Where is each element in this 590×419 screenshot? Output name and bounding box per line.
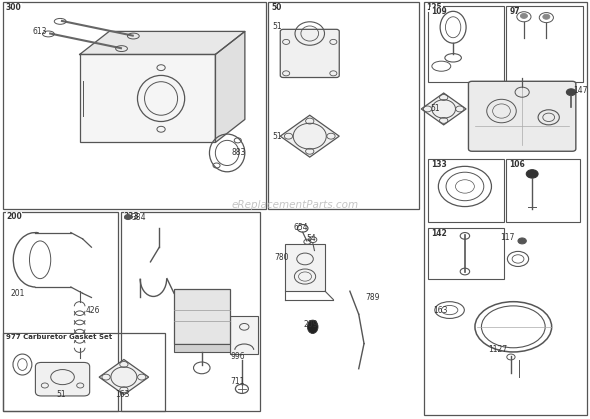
Bar xyxy=(80,54,215,142)
Text: 51: 51 xyxy=(273,22,282,31)
Text: 117: 117 xyxy=(500,233,514,242)
Bar xyxy=(121,212,260,411)
Text: eReplacementParts.com: eReplacementParts.com xyxy=(231,200,359,210)
Text: 54: 54 xyxy=(306,234,316,243)
Text: 97: 97 xyxy=(509,7,520,16)
Polygon shape xyxy=(99,360,149,395)
Bar xyxy=(428,159,504,222)
Text: 1127: 1127 xyxy=(489,345,507,354)
Ellipse shape xyxy=(518,238,526,244)
Text: 109: 109 xyxy=(431,7,447,16)
Text: 426: 426 xyxy=(86,305,100,315)
Bar xyxy=(268,2,419,210)
Ellipse shape xyxy=(520,13,527,18)
Bar xyxy=(424,2,587,415)
Text: 50: 50 xyxy=(271,3,282,12)
Bar xyxy=(230,316,258,354)
Polygon shape xyxy=(215,31,245,142)
Bar xyxy=(174,289,230,344)
Text: 133: 133 xyxy=(431,160,447,169)
Text: 333: 333 xyxy=(124,212,140,221)
Ellipse shape xyxy=(307,320,318,334)
Bar xyxy=(3,212,118,411)
Text: 51: 51 xyxy=(431,103,440,113)
Text: 789: 789 xyxy=(366,293,381,302)
Text: 780: 780 xyxy=(274,253,289,262)
Text: 300: 300 xyxy=(6,3,22,12)
Polygon shape xyxy=(421,93,466,125)
Bar xyxy=(428,228,504,279)
Bar xyxy=(174,344,230,352)
FancyBboxPatch shape xyxy=(35,362,90,396)
Ellipse shape xyxy=(124,215,132,220)
Text: 711: 711 xyxy=(230,377,244,386)
Text: 142: 142 xyxy=(431,229,447,238)
Polygon shape xyxy=(280,115,339,157)
Bar xyxy=(506,159,580,222)
Text: 163: 163 xyxy=(115,390,130,399)
Text: 883: 883 xyxy=(232,147,246,157)
Text: 147: 147 xyxy=(573,85,588,95)
Text: 996: 996 xyxy=(230,352,245,362)
Text: 200: 200 xyxy=(6,212,22,221)
Ellipse shape xyxy=(543,14,550,19)
Bar xyxy=(428,6,504,82)
Text: 201: 201 xyxy=(11,289,25,298)
Text: 51: 51 xyxy=(56,390,65,399)
Bar xyxy=(3,2,266,210)
FancyBboxPatch shape xyxy=(280,29,339,78)
Text: 654: 654 xyxy=(294,222,309,232)
Text: 163: 163 xyxy=(434,306,448,316)
Bar xyxy=(285,244,325,291)
Bar xyxy=(506,6,583,82)
Text: 977 Carburetor Gasket Set: 977 Carburetor Gasket Set xyxy=(6,334,112,340)
Text: 106: 106 xyxy=(509,160,525,169)
Ellipse shape xyxy=(526,170,538,178)
Text: 334: 334 xyxy=(131,212,146,222)
Text: 125: 125 xyxy=(427,3,442,12)
Bar xyxy=(428,86,581,101)
Polygon shape xyxy=(80,31,245,54)
Text: 613: 613 xyxy=(32,27,47,36)
Ellipse shape xyxy=(566,89,576,96)
Text: 51: 51 xyxy=(273,132,282,141)
Text: 209: 209 xyxy=(304,320,319,329)
FancyBboxPatch shape xyxy=(468,81,576,151)
Bar xyxy=(3,333,165,411)
